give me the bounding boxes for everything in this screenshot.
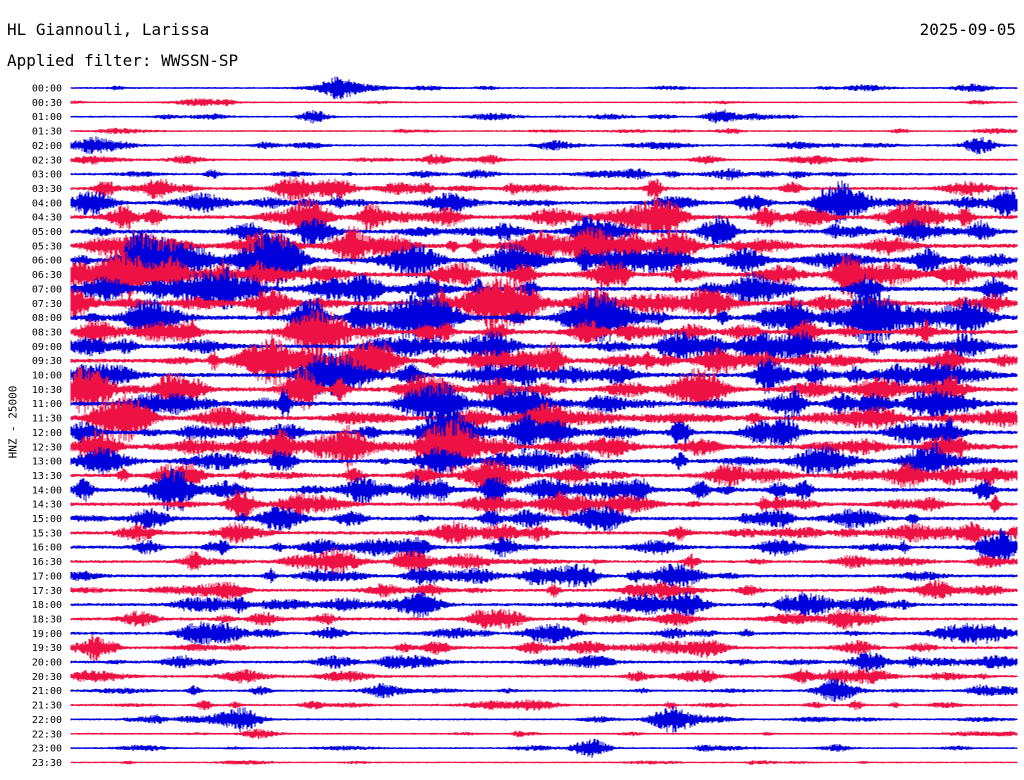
time-label: 23:30 (32, 758, 62, 769)
time-label: 22:30 (32, 729, 62, 740)
time-label: 13:00 (32, 457, 62, 468)
time-label: 05:30 (32, 241, 62, 252)
time-label: 12:00 (32, 428, 62, 439)
time-label: 04:30 (32, 213, 62, 224)
time-label: 00:00 (32, 84, 62, 95)
time-label: 02:00 (32, 141, 62, 152)
time-label: 22:00 (32, 715, 62, 726)
time-label: 05:00 (32, 227, 62, 238)
time-label: 08:30 (32, 327, 62, 338)
time-label: 10:00 (32, 371, 62, 382)
time-label: 11:00 (32, 399, 62, 410)
time-label: 09:00 (32, 342, 62, 353)
time-label: 15:00 (32, 514, 62, 525)
time-label: 16:30 (32, 557, 62, 568)
time-label: 18:00 (32, 600, 62, 611)
time-label: 01:30 (32, 127, 62, 138)
time-label: 18:30 (32, 614, 62, 625)
time-label: 21:00 (32, 686, 62, 697)
time-label: 06:30 (32, 270, 62, 281)
time-label: 03:30 (32, 184, 62, 195)
time-label: 11:30 (32, 414, 62, 425)
time-label: 07:30 (32, 299, 62, 310)
time-label: 19:30 (32, 643, 62, 654)
time-label: 07:00 (32, 284, 62, 295)
time-label: 17:00 (32, 571, 62, 582)
time-label: 14:00 (32, 485, 62, 496)
time-label: 02:30 (32, 155, 62, 166)
time-label: 20:00 (32, 658, 62, 669)
time-label: 12:30 (32, 442, 62, 453)
time-label: 00:30 (32, 98, 62, 109)
time-label: 10:30 (32, 385, 62, 396)
time-label: 13:30 (32, 471, 62, 482)
time-label: 03:00 (32, 170, 62, 181)
time-label: 15:30 (32, 528, 62, 539)
time-label: 20:30 (32, 672, 62, 683)
date-label: 2025-09-05 (919, 20, 1016, 39)
time-label: 21:30 (32, 701, 62, 712)
time-label: 06:00 (32, 256, 62, 267)
time-label: 19:00 (32, 629, 62, 640)
time-label: 01:00 (32, 112, 62, 123)
seismogram-trace (70, 591, 1018, 620)
time-label: 09:30 (32, 356, 62, 367)
time-label: 08:00 (32, 313, 62, 324)
station-title: HL Giannouli, Larissa (7, 20, 210, 39)
time-label: 23:00 (32, 744, 62, 755)
time-label: 04:00 (32, 198, 62, 209)
time-label: 16:00 (32, 543, 62, 554)
time-label: 14:30 (32, 500, 62, 511)
time-label: 17:30 (32, 586, 62, 597)
filter-label: Applied filter: WWSSN-SP (7, 51, 239, 70)
